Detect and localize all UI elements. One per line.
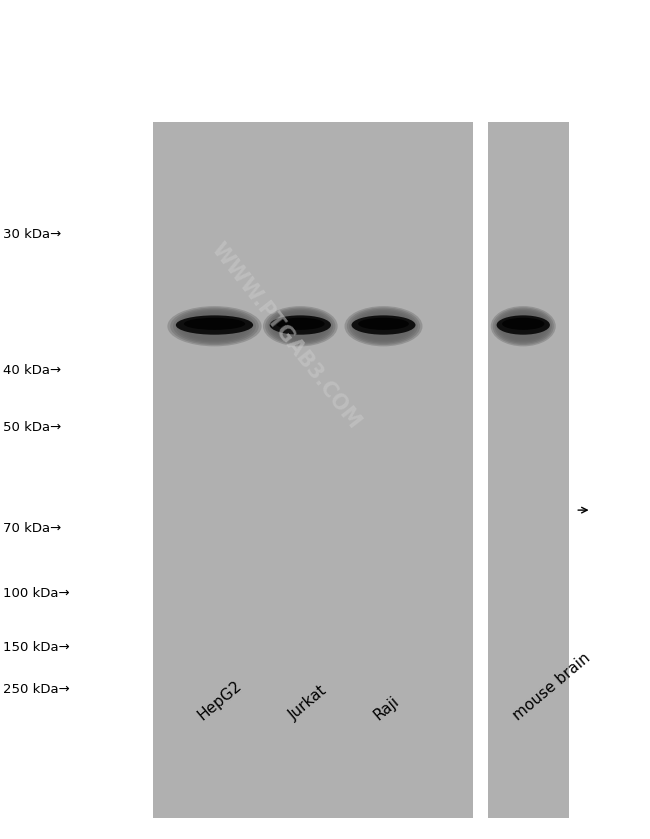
Text: 250 kDa→: 250 kDa→ [3,683,70,696]
Text: HepG2: HepG2 [195,678,245,723]
Bar [488,122,569,818]
Ellipse shape [179,311,250,341]
Text: 100 kDa→: 100 kDa→ [3,586,70,600]
Ellipse shape [170,307,259,345]
Bar [153,122,473,818]
Ellipse shape [349,309,418,344]
Ellipse shape [173,309,256,344]
Ellipse shape [361,315,406,337]
Ellipse shape [497,315,550,335]
Text: 50 kDa→: 50 kDa→ [3,421,62,435]
Ellipse shape [274,313,326,340]
Ellipse shape [359,314,408,338]
Text: Jurkat: Jurkat [286,683,330,723]
Ellipse shape [499,311,548,341]
Ellipse shape [272,311,329,341]
Ellipse shape [347,307,420,345]
Ellipse shape [491,306,556,347]
Ellipse shape [279,315,322,337]
Ellipse shape [168,306,261,347]
Ellipse shape [493,307,554,345]
Ellipse shape [270,315,331,335]
Ellipse shape [352,315,415,335]
Text: mouse brain: mouse brain [510,650,593,723]
Ellipse shape [495,309,552,344]
Ellipse shape [276,314,324,338]
Text: Raji: Raji [370,694,402,723]
Text: 150 kDa→: 150 kDa→ [3,641,70,654]
Ellipse shape [344,306,422,347]
Text: 40 kDa→: 40 kDa→ [3,364,61,378]
Ellipse shape [358,318,409,330]
Ellipse shape [187,315,242,337]
Ellipse shape [263,306,338,347]
Ellipse shape [504,315,542,337]
Text: WWW.PTGAB3.COM: WWW.PTGAB3.COM [207,239,365,432]
Ellipse shape [267,309,333,344]
Ellipse shape [181,313,248,340]
Ellipse shape [502,314,544,338]
Ellipse shape [352,310,415,342]
Ellipse shape [497,310,550,342]
Ellipse shape [185,314,244,338]
Ellipse shape [176,315,253,335]
Ellipse shape [500,313,546,340]
Ellipse shape [176,310,253,342]
Ellipse shape [356,313,411,340]
Ellipse shape [270,310,331,342]
Text: 30 kDa→: 30 kDa→ [3,228,62,242]
Text: 70 kDa→: 70 kDa→ [3,522,62,535]
Ellipse shape [184,318,245,330]
Ellipse shape [265,307,335,345]
Ellipse shape [276,318,324,330]
Ellipse shape [354,311,413,341]
Ellipse shape [502,318,545,330]
